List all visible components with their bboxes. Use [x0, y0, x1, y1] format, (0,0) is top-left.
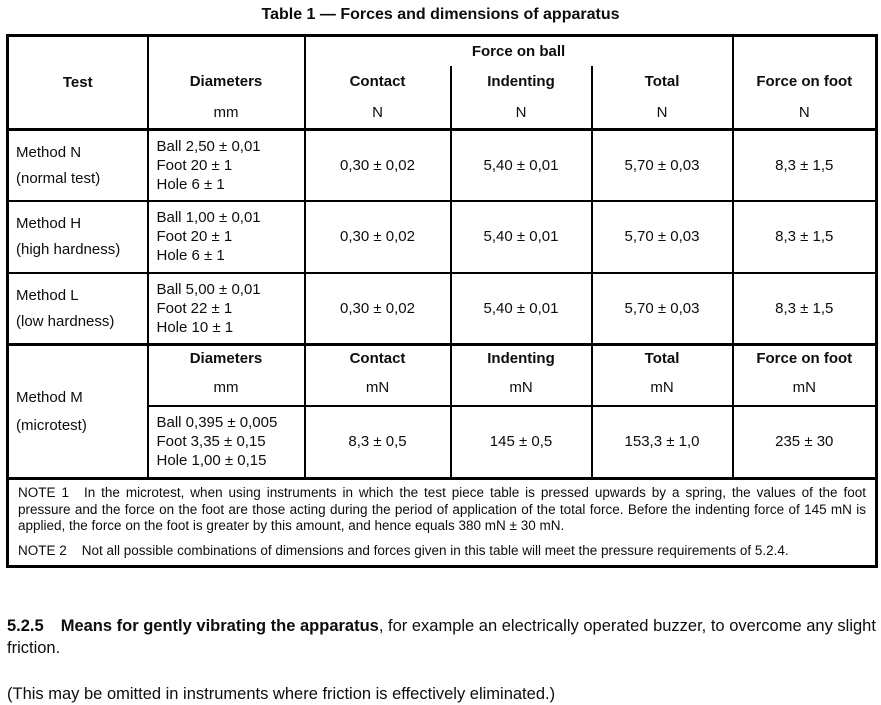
method-m-cell: Method M (microtest) [6, 343, 149, 480]
diameters-unit: mm [213, 104, 239, 121]
indenting-value: 5,40 ± 0,01 [449, 271, 593, 346]
table-row: Method L (low hardness) Ball 5,00 ± 0,01… [6, 271, 878, 346]
contact-label: Contact [349, 73, 406, 90]
clause-text: , for example an electrically operated b… [7, 617, 876, 657]
table-title: Table 1 — Forces and dimensions of appar… [261, 6, 620, 23]
total-value: 5,70 ± 0,03 [590, 199, 734, 274]
note-2-label: NOTE 2 [18, 542, 67, 558]
force-on-foot-value: 8,3 ± 1,5 [731, 128, 878, 202]
note-1-label: NOTE 1 [18, 485, 69, 500]
total-value: 5,70 ± 0,03 [590, 128, 734, 202]
note-1: NOTE 1 In the microtest, when using instr… [18, 485, 866, 535]
diameters-label: Diameters [189, 73, 263, 90]
indenting-value: 5,40 ± 0,01 [449, 128, 593, 202]
clause-title: Means for gently vibrating the apparatus [60, 617, 379, 635]
method-cell: Method H (high hardness) [6, 199, 149, 274]
table-row: Ball 0,395 ± 0,005 Foot 3,35 ± 0,15 Hole… [8, 404, 878, 480]
total-value: 153,3 ± 1,0 [590, 404, 734, 480]
force-on-foot-value: 235 ± 30 [731, 404, 878, 480]
note-2: NOTE 2 Not all possible combinations of d… [18, 543, 866, 560]
micro-header-total: Total mN [590, 343, 734, 407]
total-label: Total [644, 73, 680, 90]
contact-value: 0,30 ± 0,02 [303, 128, 452, 202]
clause-5-2-5: 5.2.5 Means for gently vibrating the appa… [7, 615, 876, 659]
micro-header-force-on-foot: Force on foot mN [731, 343, 878, 407]
indenting-value: 145 ± 0,5 [449, 404, 593, 480]
table-row: Method H (high hardness) Ball 1,00 ± 0,0… [6, 199, 878, 274]
diameters-cell: Ball 5,00 ± 0,01 Foot 22 ± 1 Hole 10 ± 1 [146, 271, 306, 346]
col-header-total: Total N [590, 64, 734, 131]
method-cell: Method N (normal test) [6, 128, 149, 202]
method-cell: Method L (low hardness) [6, 271, 149, 346]
table-row: Method N (normal test) Ball 2,50 ± 0,01 … [6, 128, 878, 202]
force-on-foot-label: Force on foot [756, 73, 853, 90]
total-unit: N [656, 104, 668, 121]
forces-table: Test Diameters mm Force on ball Force on… [6, 34, 879, 568]
table-row: Method M (microtest) Diameters mm Contac… [6, 343, 878, 480]
clause-number: 5.2.5 [7, 617, 44, 635]
note-2-text: Not all possible combinations of dimensi… [81, 542, 789, 558]
indenting-label: Indenting [487, 73, 555, 90]
micro-header-contact: Contact mN [303, 343, 452, 407]
col-header-force-on-foot: Force on foot N [731, 34, 878, 131]
force-on-foot-unit: N [798, 104, 810, 121]
indenting-unit: N [515, 104, 527, 121]
col-header-test: Test [6, 34, 149, 131]
micro-header-diameters: Diameters mm [146, 343, 306, 407]
col-group-force-on-ball: Force on ball [303, 34, 734, 66]
col-header-indenting: Indenting N [449, 64, 593, 131]
col-header-diameters: Diameters mm [146, 34, 306, 131]
force-on-foot-value: 8,3 ± 1,5 [731, 199, 878, 274]
note-1-text: In the microtest, when using instruments… [18, 485, 867, 533]
contact-value: 0,30 ± 0,02 [303, 271, 452, 346]
closing-paragraph: (This may be omitted in instruments wher… [7, 685, 556, 703]
micro-header-indenting: Indenting mN [449, 343, 593, 407]
col-header-contact: Contact N [303, 64, 452, 131]
contact-value: 0,30 ± 0,02 [303, 199, 452, 274]
diameters-cell: Ball 0,395 ± 0,005 Foot 3,35 ± 0,15 Hole… [146, 404, 306, 480]
diameters-cell: Ball 1,00 ± 0,01 Foot 20 ± 1 Hole 6 ± 1 [146, 199, 306, 274]
total-value: 5,70 ± 0,03 [590, 271, 734, 346]
table-notes: NOTE 1 In the microtest, when using instr… [6, 477, 878, 568]
indenting-value: 5,40 ± 0,01 [449, 199, 593, 274]
force-on-foot-value: 8,3 ± 1,5 [731, 271, 878, 346]
contact-unit: N [372, 104, 383, 121]
contact-value: 8,3 ± 0,5 [303, 404, 452, 480]
diameters-cell: Ball 2,50 ± 0,01 Foot 20 ± 1 Hole 6 ± 1 [146, 128, 306, 202]
